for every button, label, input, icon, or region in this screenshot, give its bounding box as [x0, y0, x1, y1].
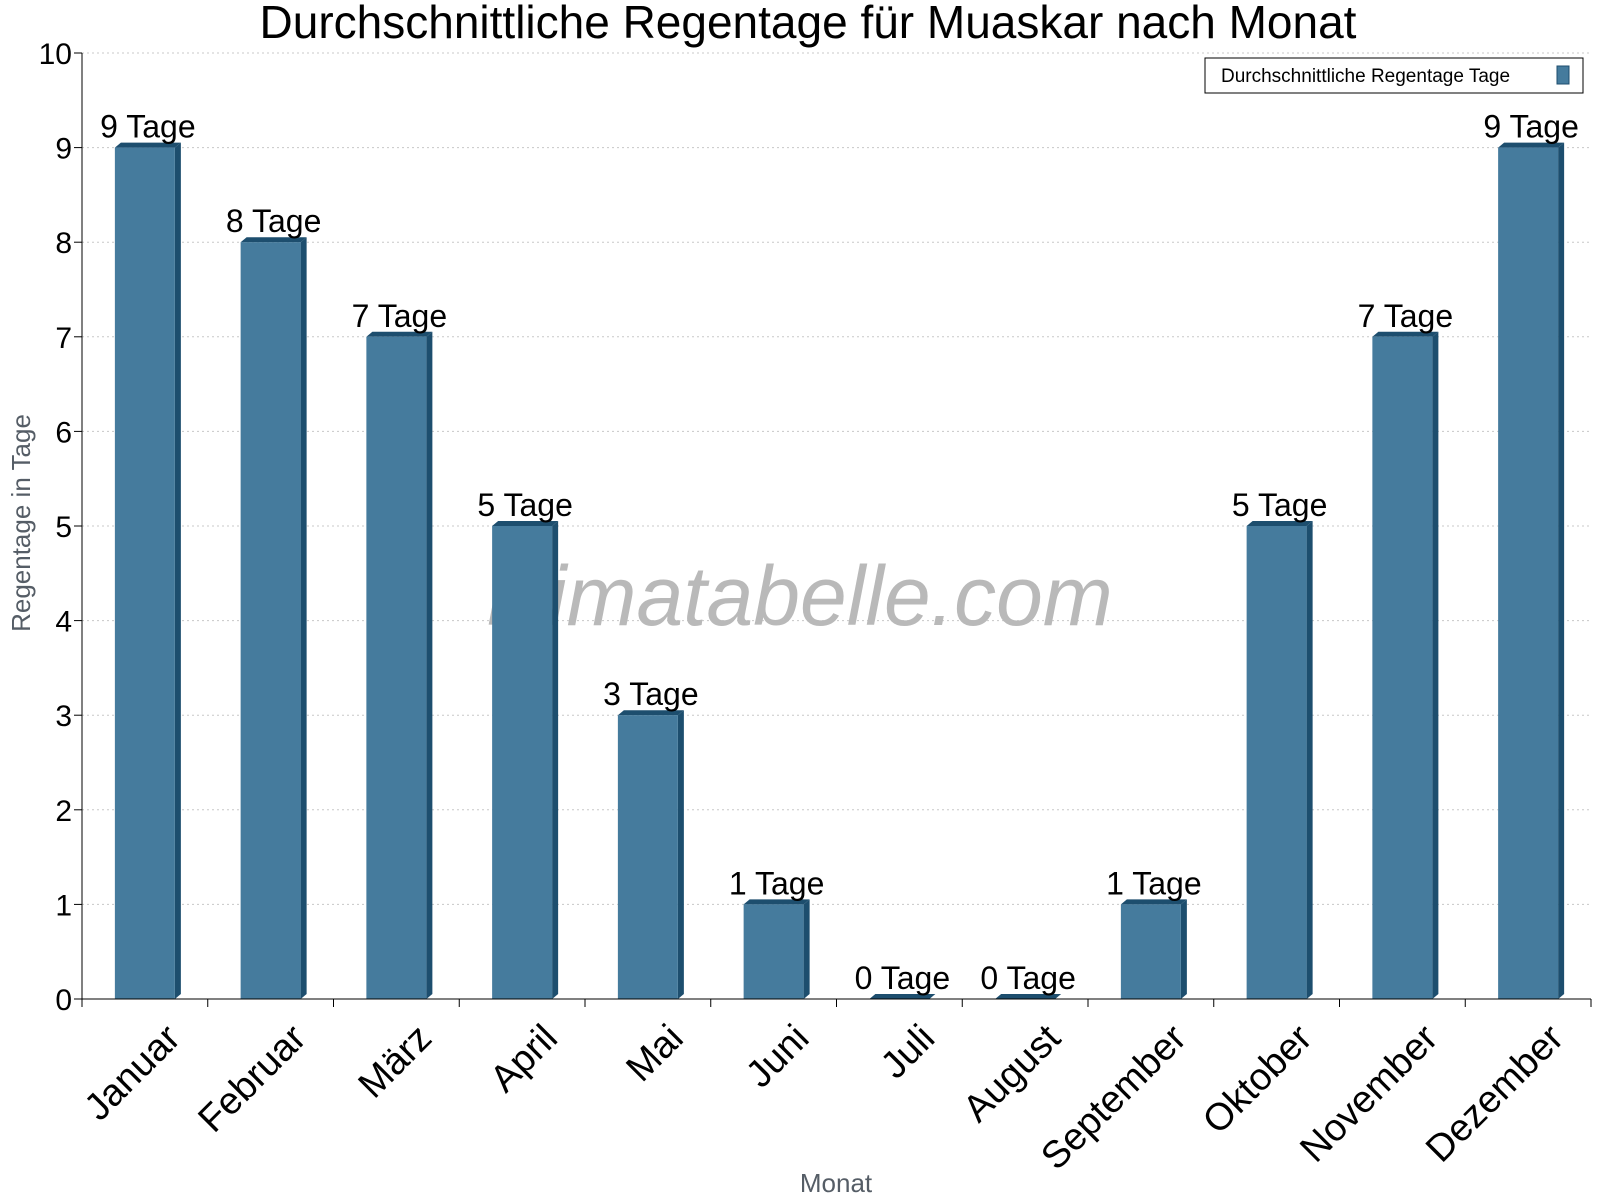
bar-top: [995, 994, 1062, 999]
bar-top: [492, 521, 559, 526]
bar-front: [1120, 904, 1181, 999]
x-tick-label: Oktober: [1195, 1017, 1321, 1143]
bar-side: [1306, 521, 1313, 999]
bar-juni: [743, 899, 810, 999]
bar-top: [366, 331, 433, 337]
watermark: klimatabelle.com: [487, 549, 1113, 643]
y-tick-label: 8: [55, 227, 72, 260]
data-label: 0 Tage: [980, 960, 1076, 996]
y-tick-label: 0: [55, 984, 72, 1017]
x-tick-label: Mai: [619, 1017, 692, 1090]
legend-entry-label: Durchschnittliche Regentage Tage: [1221, 66, 1510, 87]
bar-side: [426, 331, 433, 999]
bar-side: [552, 521, 559, 999]
bar-februar: [240, 237, 307, 999]
bar-märz: [366, 331, 433, 999]
y-tick-label: 7: [55, 322, 72, 355]
legend-swatch: [1556, 65, 1570, 85]
y-tick-label: 2: [55, 795, 72, 828]
bar-mai: [617, 710, 684, 999]
bar-side: [174, 142, 181, 1000]
grid: [82, 52, 1591, 905]
bar-oktober: [1246, 521, 1313, 999]
bar-front: [114, 147, 175, 1000]
data-label: 1 Tage: [1106, 865, 1202, 901]
legend-box: [1204, 57, 1584, 94]
bar-front: [1372, 336, 1433, 999]
y-tick-label: 10: [39, 38, 72, 71]
data-label: 5 Tage: [477, 487, 573, 523]
data-label: 7 Tage: [1358, 298, 1454, 334]
bar-side: [1180, 899, 1187, 999]
bar-top: [1120, 899, 1187, 905]
y-tick-label: 5: [55, 511, 72, 544]
x-tick-label: November: [1292, 1017, 1446, 1171]
bar-front: [1498, 147, 1559, 1000]
data-label: 5 Tage: [1232, 487, 1328, 523]
x-axis-label: Monat: [800, 1168, 873, 1198]
bar-dezember: [1498, 142, 1565, 1000]
bar-front: [492, 526, 553, 999]
bars: 9 Tage 8 Tage 7 Tage 5 Tage 3 Tage 1 Tage 0 Ta…: [100, 109, 1579, 1000]
x-tick-label: Juli: [873, 1017, 943, 1087]
bar-top: [743, 899, 810, 905]
data-label: 3 Tage: [603, 676, 699, 712]
bar-april: [492, 521, 559, 999]
x-tick-label: August: [955, 1017, 1069, 1131]
bar-januar: [114, 142, 181, 1000]
bar-november: [1372, 331, 1439, 999]
bar-side: [1558, 142, 1565, 1000]
bar-juli: [869, 994, 936, 999]
bar-front: [617, 715, 678, 999]
data-label: 9 Tage: [1483, 109, 1579, 145]
bar-top: [869, 994, 936, 999]
bar-side: [300, 237, 307, 999]
bar-september: [1120, 899, 1187, 999]
bar-side: [803, 899, 810, 999]
y-tick-label: 4: [55, 606, 72, 639]
bar-top: [114, 142, 181, 148]
data-label: 1 Tage: [729, 865, 825, 901]
x-tick-label: Februar: [191, 1017, 315, 1141]
bar-august: [995, 994, 1062, 999]
data-label: 9 Tage: [100, 109, 196, 145]
bar-front: [743, 904, 804, 999]
data-label: 0 Tage: [855, 960, 951, 996]
bar-top: [1372, 331, 1439, 337]
data-label: 8 Tage: [226, 203, 322, 239]
x-tick-label: Dezember: [1418, 1017, 1572, 1171]
y-axis-label: Regentage in Tage: [6, 414, 36, 632]
x-tick-label: März: [351, 1017, 440, 1106]
bar-front: [366, 336, 427, 999]
y-tick-label: 9: [55, 133, 72, 166]
data-label: 7 Tage: [352, 298, 448, 334]
bar-side: [677, 710, 684, 999]
bar-top: [1246, 521, 1313, 526]
bar-front: [240, 242, 301, 999]
x-tick-label: Januar: [77, 1017, 189, 1129]
bar-side: [1432, 331, 1439, 999]
x-tick-label: Juni: [738, 1017, 817, 1096]
bar-front: [1246, 526, 1307, 999]
bar-top: [1498, 142, 1565, 148]
chart-title: Durchschnittliche Regentage für Muaskar …: [260, 0, 1357, 48]
y-tick-label: 1: [55, 889, 72, 922]
bar-top: [240, 237, 307, 243]
x-tick-label: April: [482, 1017, 565, 1100]
y-tick-label: 6: [55, 416, 72, 449]
bar-top: [617, 710, 684, 716]
legend: Durchschnittliche Regentage Tage: [1204, 57, 1584, 94]
y-tick-label: 3: [55, 700, 72, 733]
